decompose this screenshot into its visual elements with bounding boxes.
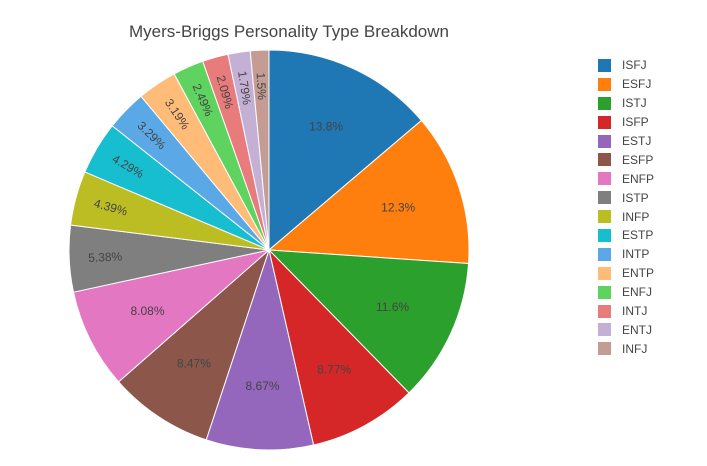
legend-label: INFJ (622, 341, 648, 356)
legend-item-estj[interactable]: ESTJ (598, 132, 654, 151)
legend-label: INFP (622, 209, 650, 224)
legend-item-isfp[interactable]: ISFP (598, 113, 654, 132)
slice-label-esfp: 8.47% (177, 356, 211, 370)
legend-label: ESFJ (622, 77, 652, 92)
legend-label: INTP (622, 247, 650, 262)
pie-slice-isfj[interactable] (268, 49, 423, 252)
pie-slice-isfp[interactable] (268, 248, 410, 446)
pie-slice-esfp[interactable] (117, 248, 271, 441)
legend-swatch (598, 266, 611, 280)
slice-label-estj: 8.67% (246, 379, 280, 393)
legend-swatch (598, 342, 611, 356)
legend-label: ENFP (622, 171, 655, 186)
slice-label-infj: 1.5% (254, 72, 269, 100)
legend-swatch (598, 323, 611, 337)
legend-label: ESTP (622, 228, 654, 243)
legend-item-enfj[interactable]: ENFJ (598, 283, 654, 302)
legend-label: ISFP (622, 115, 649, 130)
slice-label-entj: 1.79% (235, 70, 254, 106)
legend-item-istp[interactable]: ISTP (598, 188, 654, 207)
slice-label-isfp: 8.77% (317, 362, 351, 376)
legend-item-entp[interactable]: ENTP (598, 264, 654, 283)
legend-swatch (598, 210, 611, 224)
legend-item-istj[interactable]: ISTJ (598, 94, 654, 113)
legend-label: ISTJ (622, 96, 647, 111)
legend-item-intj[interactable]: INTJ (598, 302, 654, 321)
legend: ISFJ ESFJ ISTJ ISFP ESTJ ESFP ENFP ISTP INFP ESTP… (598, 56, 654, 358)
legend-label: ISTP (622, 190, 649, 205)
pie-slice-estj[interactable] (205, 248, 315, 451)
legend-item-esfj[interactable]: ESFJ (598, 75, 654, 94)
legend-swatch (598, 96, 611, 110)
legend-label: ISFJ (622, 58, 647, 73)
legend-swatch (598, 134, 611, 148)
legend-swatch (598, 153, 611, 167)
legend-label: INTJ (622, 304, 648, 319)
legend-label: ENFJ (622, 285, 652, 300)
legend-label: ESTJ (622, 134, 652, 148)
legend-item-entj[interactable]: ENTJ (598, 320, 654, 339)
legend-swatch (598, 77, 611, 91)
chart-title: Myers-Briggs Personality Type Breakdown (129, 22, 449, 41)
slice-label-istp: 5.38% (88, 249, 123, 264)
legend-item-infp[interactable]: INFP (598, 207, 654, 226)
legend-swatch (598, 115, 611, 129)
slice-label-esfj: 12.3% (381, 200, 415, 214)
legend-swatch (598, 191, 611, 205)
legend-item-intp[interactable]: INTP (598, 245, 654, 264)
legend-item-esfp[interactable]: ESFP (598, 150, 654, 169)
legend-swatch (598, 304, 611, 318)
legend-label: ENTP (622, 266, 655, 281)
legend-swatch (598, 172, 611, 186)
pie-slice-infj[interactable] (249, 49, 270, 251)
legend-label: ESFP (622, 152, 654, 167)
legend-swatch (598, 285, 611, 299)
slice-label-isfj: 13.8% (309, 120, 343, 134)
pie-slice-enfp[interactable] (72, 249, 271, 383)
legend-label: ENTJ (622, 322, 652, 337)
slice-label-istj: 11.6% (376, 300, 409, 314)
pie-slice-esfj[interactable] (267, 119, 470, 265)
legend-item-enfp[interactable]: ENFP (598, 169, 654, 188)
legend-item-estp[interactable]: ESTP (598, 226, 654, 245)
legend-swatch (598, 228, 611, 242)
pie-slice-istj[interactable] (267, 249, 470, 394)
legend-swatch (598, 58, 611, 72)
legend-item-isfj[interactable]: ISFJ (598, 56, 654, 75)
slice-label-enfp: 8.08% (130, 304, 164, 318)
legend-item-infj[interactable]: INFJ (598, 339, 654, 358)
legend-swatch (598, 247, 611, 261)
